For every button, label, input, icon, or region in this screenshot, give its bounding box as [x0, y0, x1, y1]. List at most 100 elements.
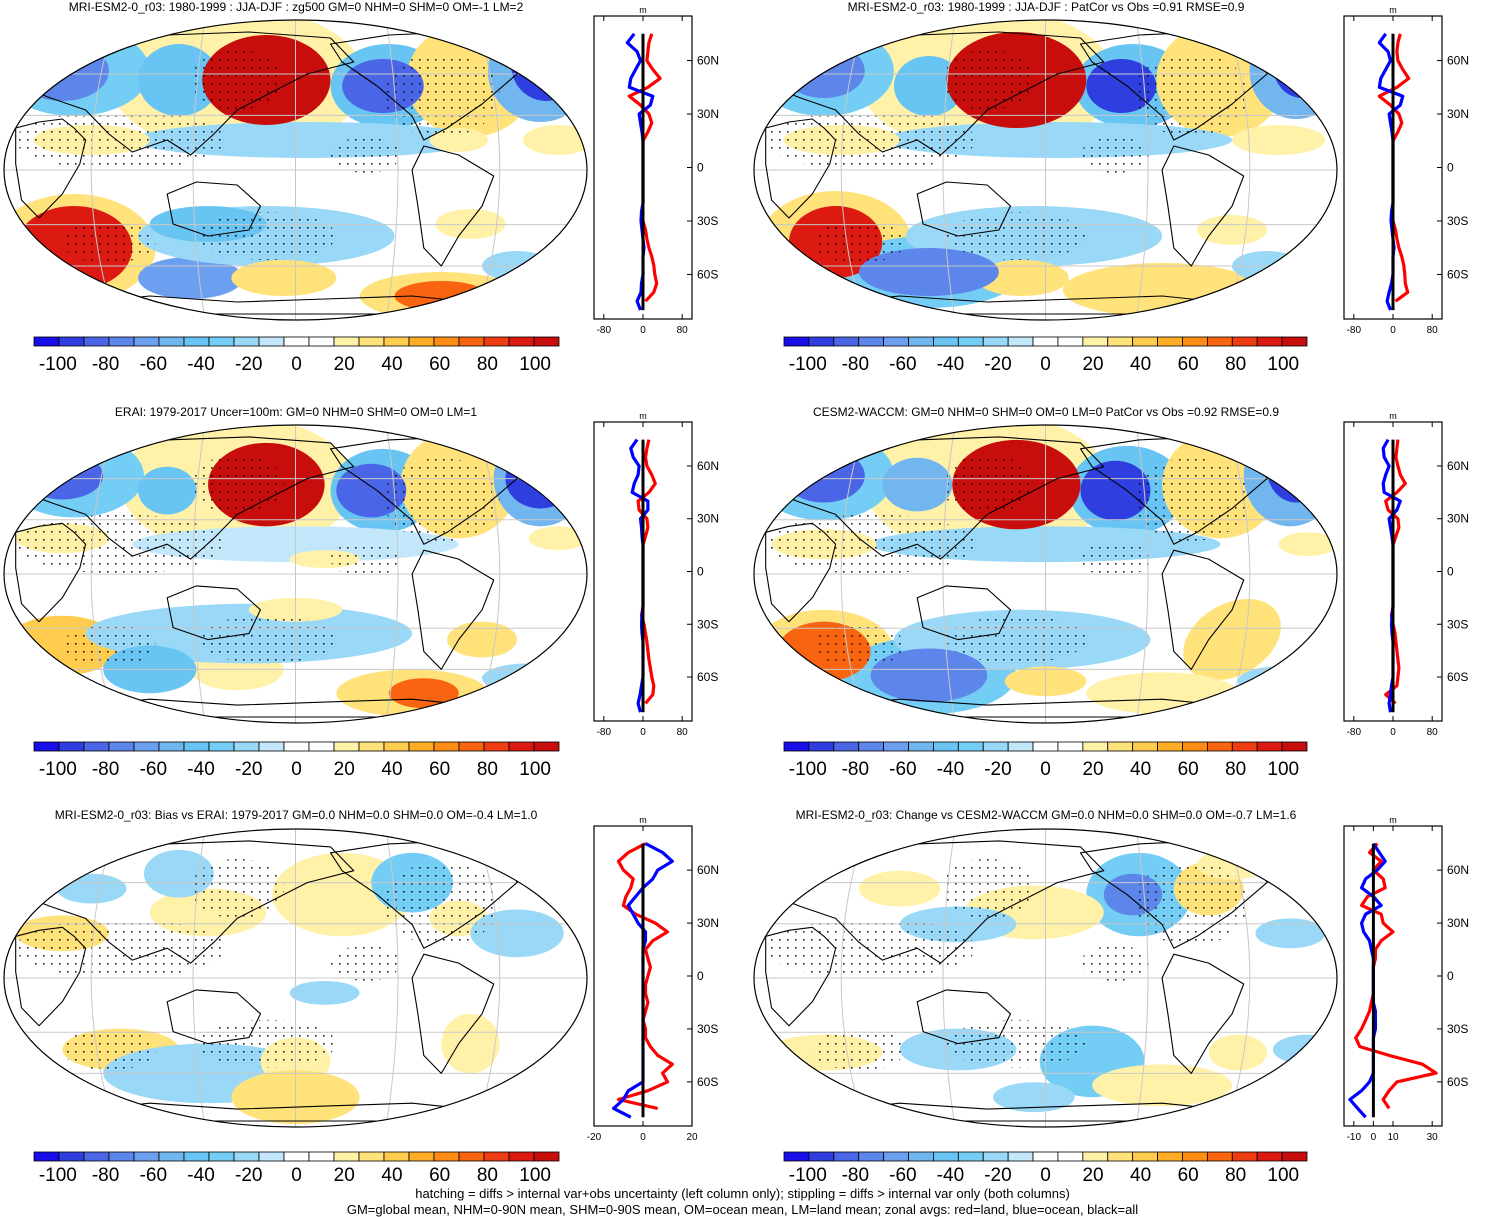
contour-blob — [1237, 666, 1320, 697]
zonal-tick-label: -10 — [1347, 1132, 1362, 1143]
colorbar-swatch — [383, 336, 410, 347]
panel-title: MRI-ESM2-0_r03: 1980-1999 : JJA-DJF : zg… — [69, 0, 524, 14]
colorbar-swatch — [108, 1151, 135, 1162]
colorbar-tick-label: -40 — [937, 354, 964, 375]
colorbar-swatch — [283, 336, 310, 347]
stippling — [190, 454, 284, 515]
coastline — [15, 522, 87, 623]
colorbar-tick-label: -40 — [187, 354, 214, 375]
colorbar-swatch — [208, 741, 235, 752]
colorbar-swatch — [433, 336, 460, 347]
colorbar-tick-label: -80 — [92, 1165, 119, 1186]
contour-blob — [435, 209, 506, 239]
lat-label: 60N — [1447, 863, 1469, 877]
lat-label: 60S — [697, 670, 718, 684]
zonal-unit-label: m — [1389, 815, 1397, 825]
colorbar-swatch — [408, 336, 435, 347]
map-panel-4 — [753, 424, 1338, 724]
coastline — [411, 549, 495, 670]
colorbar-tick-label: -40 — [187, 759, 214, 780]
contour-core — [783, 44, 865, 98]
colorbar-tick-label: 0 — [291, 759, 302, 780]
contour-blob — [56, 873, 127, 904]
colorbar-swatch — [508, 741, 535, 752]
colorbar: -100 -80 -60 -40 -20 0 20 40 60 80 100 — [33, 741, 560, 780]
contour-blob — [1062, 263, 1262, 317]
zonal-unit-label: m — [639, 411, 647, 421]
panel-title: CESM2-WACCM: GM=0 NHM=0 SHM=0 OM=0 LM=0 … — [813, 405, 1279, 419]
graticule-lon — [90, 20, 116, 320]
zonal-panel-3: m -80 0 80 60N 30N 0 30S 60S — [593, 411, 719, 738]
colorbar-tick-label: 40 — [381, 354, 402, 375]
colorbar-swatch — [933, 336, 959, 347]
colorbar-swatch — [333, 741, 360, 752]
colorbar-tick-label: 0 — [1040, 1165, 1051, 1186]
contour-blob — [1208, 1034, 1268, 1071]
colorbar-tick-label: 80 — [1225, 759, 1246, 780]
contour-blob — [138, 257, 244, 299]
lat-label: 30N — [1447, 107, 1469, 121]
zonal-tick-label: 10 — [1387, 1132, 1399, 1143]
coastline — [916, 181, 1012, 237]
graticule-lon — [475, 20, 501, 320]
colorbar-swatch — [1057, 1151, 1084, 1162]
lat-label: 0 — [697, 161, 704, 175]
colorbar-swatch — [883, 741, 909, 752]
lat-label: 60S — [1447, 267, 1468, 281]
colorbar-swatch — [1231, 1151, 1258, 1162]
stippling — [940, 454, 1034, 515]
colorbar-swatch — [1032, 741, 1059, 752]
lat-label: 60S — [697, 267, 718, 281]
lat-label: 60N — [1447, 54, 1469, 68]
colorbar-swatch — [158, 336, 185, 347]
coastline — [61, 1102, 530, 1122]
colorbar-tick-label: 0 — [291, 354, 302, 375]
stippling — [330, 541, 401, 577]
graticule-lon — [1225, 20, 1251, 320]
lat-label: 0 — [1447, 565, 1454, 579]
colorbar-tick-label: 100 — [519, 354, 551, 375]
graticule-lon — [192, 829, 206, 1127]
colorbar-swatch — [933, 1151, 959, 1162]
colorbar-swatch — [283, 741, 310, 752]
graticule-lon — [840, 829, 866, 1127]
colorbar-swatch — [1107, 336, 1134, 347]
colorbar-tick-label: 60 — [429, 354, 450, 375]
colorbar-swatch — [933, 741, 959, 752]
contour-core — [15, 41, 109, 101]
colorbar-swatch — [83, 741, 110, 752]
stippling — [940, 858, 1034, 919]
colorbar-swatch — [1157, 336, 1183, 347]
contour-blob — [522, 125, 587, 155]
colorbar-tick-label: 40 — [1130, 759, 1151, 780]
colorbar-swatch — [533, 741, 560, 752]
colorbar-swatch — [533, 1151, 560, 1162]
colorbar-swatch — [783, 741, 810, 752]
contour-blob — [231, 260, 337, 296]
graticule-lon — [840, 20, 866, 320]
colorbar-tick-label: 80 — [477, 354, 498, 375]
stippling — [330, 137, 401, 173]
zonal-tick-label: 20 — [686, 1132, 698, 1143]
lat-label: 60N — [1447, 459, 1469, 473]
colorbar-swatch — [1157, 741, 1183, 752]
stippling — [940, 50, 1034, 110]
coastline — [765, 118, 837, 219]
colorbar-swatch — [433, 1151, 460, 1162]
colorbar-swatch — [408, 741, 435, 752]
colorbar-swatch — [1032, 1151, 1059, 1162]
colorbar-tick-label: -40 — [187, 1165, 214, 1186]
colorbar-swatch — [133, 336, 160, 347]
zonal-unit-label: m — [639, 815, 647, 825]
map-contours — [4, 829, 587, 1127]
colorbar-swatch — [483, 336, 510, 347]
colorbar-tick-label: 80 — [1225, 354, 1246, 375]
map-panel-2 — [753, 19, 1338, 321]
colorbar-swatch — [383, 1151, 410, 1162]
colorbar-swatch — [1007, 741, 1034, 752]
colorbar-swatch — [1256, 336, 1283, 347]
stippling — [382, 53, 500, 137]
colorbar-swatch — [1057, 741, 1084, 752]
colorbar-swatch — [1182, 741, 1208, 752]
graticule-lon — [1225, 829, 1251, 1127]
